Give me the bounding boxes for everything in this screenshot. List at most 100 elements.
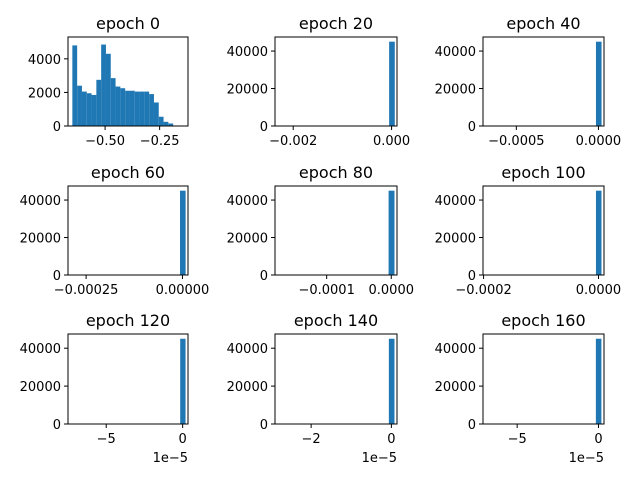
- subplot-4: −0.0001 0.0000 0 20000 40000 epoch 80: [227, 163, 414, 298]
- axes-frame: [482, 36, 605, 127]
- subplot-title: epoch 0: [96, 14, 160, 33]
- histogram-bar: [389, 41, 395, 126]
- histogram-bar: [180, 338, 186, 424]
- y-tick-label: 20000: [227, 232, 268, 247]
- x-tick-label: −0.25: [140, 134, 180, 149]
- y-tick-label: 0: [53, 120, 61, 135]
- histogram-bar: [115, 86, 121, 126]
- axes-frame: [482, 185, 605, 276]
- x-tick-label: 0.000: [373, 134, 410, 149]
- y-tick-label: 0: [260, 120, 268, 135]
- x-tick-label: 0: [594, 432, 602, 447]
- histogram-bar: [595, 338, 602, 424]
- x-tick-label: −0.00025: [54, 283, 119, 298]
- axes-frame: [274, 333, 398, 425]
- subplot-8: −5 0 0 20000 40000 epoch 160 1e−5: [435, 311, 605, 466]
- y-tick-label: 20000: [435, 380, 476, 395]
- y-tick-label: 40000: [227, 194, 268, 209]
- y-tick-label: 0: [468, 418, 476, 433]
- subplot-title: epoch 120: [86, 311, 170, 330]
- axes-frame: [274, 36, 398, 127]
- histogram-bar: [86, 93, 92, 126]
- y-tick-label: 40000: [435, 45, 476, 60]
- subplot-title: epoch 140: [294, 311, 378, 330]
- axes-frame: [67, 185, 189, 276]
- x-tick-label: −5: [508, 432, 527, 447]
- subplot-2: −0.0005 0.0000 0 20000 40000 epoch 40: [435, 14, 622, 149]
- axes-frame: [67, 36, 189, 127]
- axes-frame: [67, 333, 189, 425]
- histogram-bar: [91, 94, 97, 126]
- y-tick-label: 0: [468, 120, 476, 135]
- histogram-bar: [388, 190, 395, 275]
- histogram-bar: [153, 102, 159, 126]
- histogram-bar: [595, 190, 602, 275]
- x-tick-label: −5: [97, 432, 116, 447]
- histogram-bar: [120, 88, 126, 126]
- x-tick-label: 0.0000: [576, 283, 622, 298]
- subplot-3: −0.00025 0.00000 0 20000 40000 epoch 60: [20, 163, 210, 298]
- subplot-5: −0.0002 0.0000 0 20000 40000 epoch 100: [435, 163, 622, 298]
- histogram-bar: [388, 338, 395, 424]
- histogram-bar: [595, 41, 602, 126]
- histogram-bar: [125, 90, 130, 126]
- histogram-bar: [110, 78, 116, 126]
- y-tick-label: 40000: [227, 45, 268, 60]
- x-tick-label: 0.0000: [576, 134, 622, 149]
- histogram-bar: [72, 45, 78, 126]
- y-tick-label: 20000: [227, 83, 268, 98]
- x-tick-label: −0.0001: [298, 283, 354, 298]
- x-tick-label: −0.50: [85, 134, 125, 149]
- histogram-bar: [105, 53, 111, 126]
- y-tick-label: 20000: [227, 380, 268, 395]
- subplot-title: epoch 160: [501, 311, 585, 330]
- histogram-bar: [81, 91, 87, 126]
- subplot-1: −0.002 0.000 0 20000 40000 epoch 20: [227, 14, 411, 149]
- x-tick-label: −2: [302, 432, 321, 447]
- histogram-bar: [180, 190, 186, 275]
- subplot-title: epoch 40: [506, 14, 580, 33]
- x-tick-label: −0.0005: [488, 134, 544, 149]
- y-tick-label: 40000: [227, 342, 268, 357]
- y-tick-label: 40000: [435, 342, 476, 357]
- subplot-0: −0.50 −0.25 0 2000 4000 epoch 0: [28, 14, 189, 149]
- x-tick-label: 0: [387, 432, 395, 447]
- y-tick-label: 4000: [28, 53, 61, 68]
- y-tick-label: 40000: [435, 194, 476, 209]
- x-offset-text: 1e−5: [362, 451, 397, 466]
- y-tick-label: 0: [260, 418, 268, 433]
- y-tick-label: 0: [53, 269, 61, 284]
- histogram-bar: [129, 90, 135, 126]
- subplot-6: −5 0 0 20000 40000 epoch 120 1e−5: [20, 311, 189, 466]
- x-offset-text: 1e−5: [569, 451, 604, 466]
- subplot-title: epoch 20: [299, 14, 373, 33]
- x-tick-label: 0.0000: [369, 283, 415, 298]
- x-tick-label: 0.00000: [156, 283, 210, 298]
- y-tick-label: 40000: [20, 194, 61, 209]
- y-tick-label: 0: [260, 269, 268, 284]
- y-tick-label: 20000: [435, 83, 476, 98]
- histogram-bar: [144, 91, 150, 126]
- histogram-bar: [158, 116, 164, 126]
- y-tick-label: 2000: [28, 86, 61, 101]
- histogram-bar: [168, 123, 174, 126]
- y-tick-label: 20000: [20, 232, 61, 247]
- y-tick-label: 40000: [20, 342, 61, 357]
- x-tick-label: −0.0002: [455, 283, 511, 298]
- x-tick-label: 0: [179, 432, 187, 447]
- subplot-7: −2 0 0 20000 40000 epoch 140 1e−5: [227, 311, 398, 466]
- histogram-bar: [149, 94, 154, 126]
- y-tick-label: 0: [468, 269, 476, 284]
- subplot-title: epoch 100: [501, 163, 585, 182]
- histogram-bar: [134, 91, 140, 126]
- subplot-title: epoch 60: [91, 163, 165, 182]
- histogram-bar: [163, 121, 169, 126]
- x-offset-text: 1e−5: [153, 451, 188, 466]
- histogram-bar: [77, 85, 82, 126]
- histogram-bar: [101, 44, 106, 127]
- histogram-bar: [96, 79, 102, 126]
- axes-frame: [482, 333, 605, 425]
- axes-frame: [274, 185, 398, 276]
- y-tick-label: 0: [53, 418, 61, 433]
